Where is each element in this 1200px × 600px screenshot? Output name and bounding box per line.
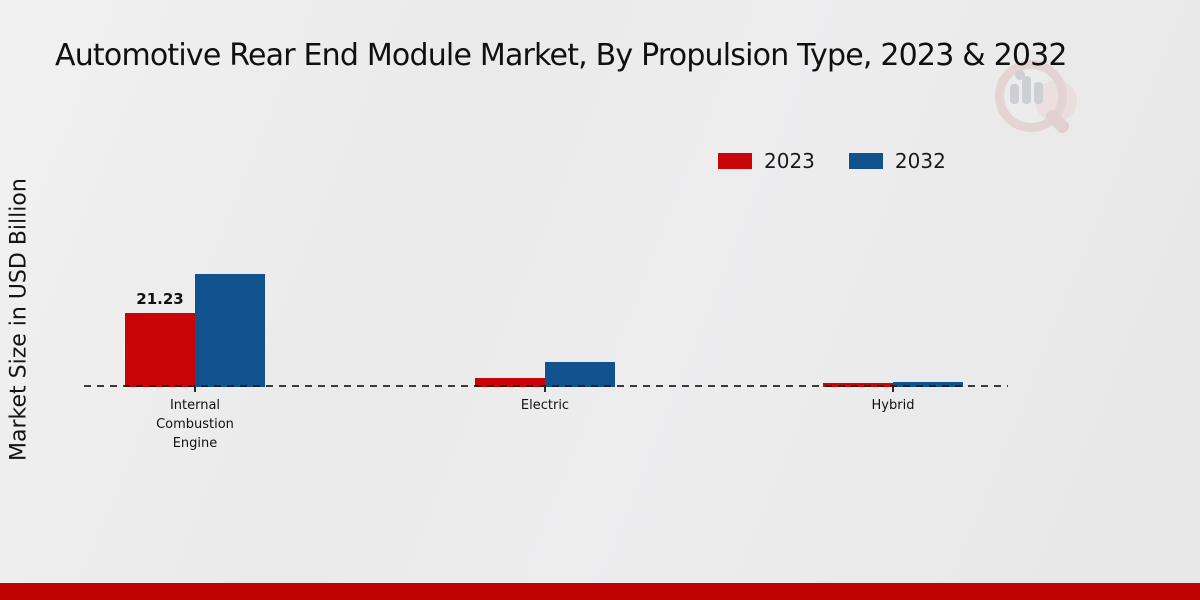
category-label-internal-combustion-engine: Internal Combustion Engine bbox=[156, 398, 234, 451]
legend-swatch-2023 bbox=[718, 153, 752, 169]
legend-swatch-2032 bbox=[848, 153, 883, 169]
legend-item-2023: 2023 bbox=[718, 149, 815, 173]
legend-label-2032: 2032 bbox=[894, 149, 946, 173]
category-label-hybrid: Hybrid bbox=[871, 398, 915, 413]
footer-accent-bar bbox=[0, 583, 1200, 600]
category-label-electric: Electric bbox=[520, 398, 570, 413]
bar-2023-electric bbox=[475, 378, 545, 387]
chart-title: Automotive Rear End Module Market, By Pr… bbox=[55, 38, 1068, 73]
legend-item-2032: 2032 bbox=[848, 149, 946, 173]
x-axis-tick bbox=[892, 387, 894, 392]
x-axis-baseline bbox=[84, 385, 1008, 387]
x-axis-tick bbox=[194, 387, 196, 392]
watermark-bar-icon bbox=[1010, 84, 1019, 104]
bar-2032-hybrid bbox=[893, 382, 963, 387]
bar-2032-electric bbox=[545, 362, 615, 387]
bar-2032-internal-combustion-engine bbox=[195, 274, 265, 387]
data-label-2023: 21.23 bbox=[136, 290, 184, 308]
watermark-bar-icon bbox=[1022, 76, 1031, 104]
y-axis-title: Market Size in USD Billion bbox=[6, 178, 32, 462]
x-axis-tick bbox=[544, 387, 546, 392]
bar-2023-internal-combustion-engine bbox=[125, 313, 195, 387]
watermark-logo bbox=[993, 52, 1083, 137]
legend-label-2023: 2023 bbox=[764, 149, 815, 173]
legend: 2023 2032 bbox=[718, 149, 968, 173]
watermark-dot-icon bbox=[1015, 70, 1025, 80]
watermark-bar-icon bbox=[1034, 82, 1043, 104]
